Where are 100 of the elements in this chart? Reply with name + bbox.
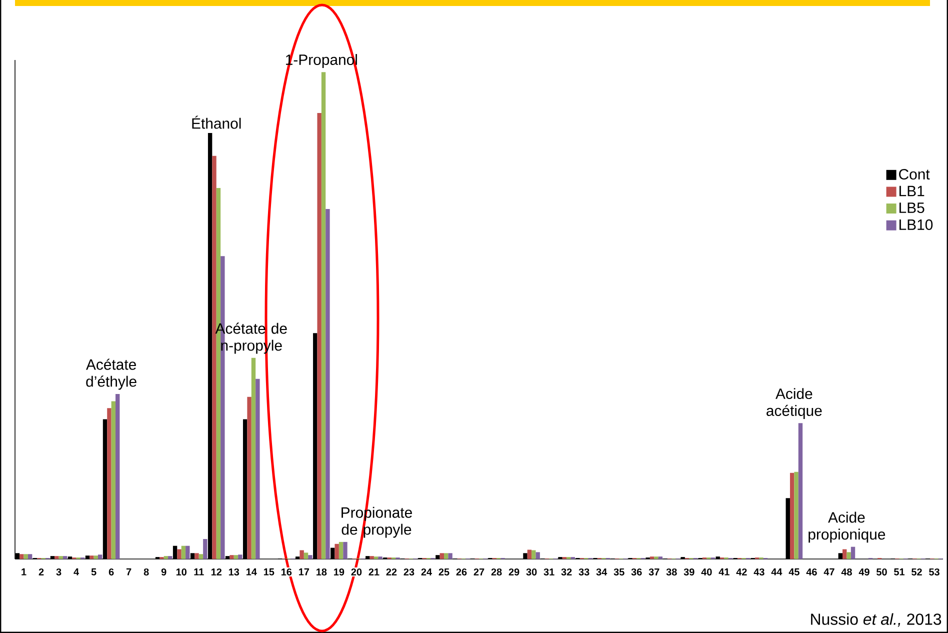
x-tick-label: 28 xyxy=(491,568,502,576)
bar xyxy=(62,556,68,559)
bar xyxy=(251,358,256,559)
bar xyxy=(203,539,208,559)
x-tick-label: 37 xyxy=(648,568,660,576)
bar xyxy=(300,550,304,559)
x-tick-label: 15 xyxy=(264,568,274,576)
x-tick-label: 18 xyxy=(316,568,327,576)
x-tick-label: 12 xyxy=(211,568,222,576)
bar xyxy=(317,113,322,559)
bar xyxy=(846,552,851,559)
x-tick-label: 4 xyxy=(74,568,80,576)
bar xyxy=(111,401,116,559)
x-tick-label: 6 xyxy=(108,568,114,576)
x-tick-label: 42 xyxy=(736,568,747,576)
x-tick-label: 16 xyxy=(281,568,292,576)
x-tick-label: 39 xyxy=(684,568,694,576)
bar xyxy=(326,208,330,559)
bar xyxy=(536,552,540,559)
legend-label: LB10 xyxy=(900,219,933,230)
x-tick-label: 51 xyxy=(894,568,904,576)
x-tick-label: 52 xyxy=(912,568,922,576)
bar xyxy=(177,549,182,559)
x-tick-label: 36 xyxy=(631,568,642,576)
bar xyxy=(168,556,172,559)
bar xyxy=(794,472,798,559)
bar xyxy=(532,550,536,559)
bar xyxy=(444,553,448,559)
x-tick-label: 13 xyxy=(228,568,240,576)
bar xyxy=(212,156,216,559)
x-tick-label: 19 xyxy=(334,568,344,576)
bar xyxy=(527,550,532,559)
x-tick-label: 14 xyxy=(246,568,257,576)
x-tick-label: 20 xyxy=(351,568,362,576)
bar xyxy=(448,553,452,559)
bar xyxy=(186,546,190,559)
bar xyxy=(798,423,803,559)
bar xyxy=(256,378,260,559)
legend-label: Cont xyxy=(899,168,930,180)
bar xyxy=(181,546,186,559)
bar xyxy=(338,542,344,559)
bar xyxy=(370,556,374,559)
bar xyxy=(94,556,98,559)
bar xyxy=(238,554,242,559)
annotation: Acide acétique xyxy=(766,388,822,419)
x-tick-label: 1 xyxy=(22,568,26,576)
annotation: Acide propionique xyxy=(808,512,886,543)
x-tick-label: 38 xyxy=(666,568,677,576)
bar xyxy=(194,553,199,559)
x-tick-label: 48 xyxy=(841,568,852,576)
x-tick-label: 17 xyxy=(299,568,310,576)
x-tick-label: 45 xyxy=(788,568,800,576)
bar xyxy=(308,555,312,559)
x-tick-label: 7 xyxy=(126,568,132,576)
bar xyxy=(164,556,168,559)
bar xyxy=(842,549,847,559)
x-tick-label: 10 xyxy=(176,568,186,576)
x-tick-label: 23 xyxy=(404,568,414,576)
legend-label: LB5 xyxy=(900,202,924,214)
bar xyxy=(24,554,28,559)
bar xyxy=(440,553,444,559)
x-tick-label: 9 xyxy=(161,568,166,576)
bar xyxy=(343,542,348,559)
x-tick-label: 43 xyxy=(754,568,764,576)
x-tick-label: 25 xyxy=(438,568,450,576)
x-tick-label: 21 xyxy=(368,568,380,576)
bar xyxy=(234,555,238,559)
bar xyxy=(107,408,112,559)
x-tick-label: 8 xyxy=(144,568,149,576)
bar xyxy=(334,544,339,559)
x-tick-label: 29 xyxy=(508,568,520,576)
x-tick-label: 35 xyxy=(614,568,624,576)
x-tick-label: 24 xyxy=(421,568,432,576)
bar xyxy=(116,394,120,559)
x-tick-label: 31 xyxy=(544,568,554,576)
x-tick-label: 26 xyxy=(456,568,467,576)
x-tick-label: 3 xyxy=(56,568,62,576)
bar xyxy=(321,72,326,559)
x-tick-label: 41 xyxy=(718,568,730,576)
x-tick-label: 27 xyxy=(474,568,484,576)
bar xyxy=(247,396,252,559)
x-tick-label: 49 xyxy=(858,568,870,576)
bar xyxy=(20,554,24,559)
legend-label: LB1 xyxy=(900,186,924,196)
bar xyxy=(304,552,308,559)
x-tick-label: 47 xyxy=(824,568,834,576)
bar xyxy=(54,556,59,559)
bar xyxy=(230,555,234,559)
text: Nussio et al., 2013 xyxy=(811,613,942,627)
annotation: Acétate d’éthyle xyxy=(86,358,136,390)
x-tick-label: 44 xyxy=(771,568,782,576)
bar xyxy=(790,472,794,559)
bar xyxy=(90,556,94,559)
x-tick-label: 5 xyxy=(91,568,96,576)
x-tick-label: 30 xyxy=(526,568,537,576)
bar xyxy=(850,546,856,559)
x-tick-label: 22 xyxy=(386,568,397,576)
x-tick-label: 34 xyxy=(596,568,608,576)
bar xyxy=(58,556,63,559)
x-tick-label: 32 xyxy=(561,568,572,576)
